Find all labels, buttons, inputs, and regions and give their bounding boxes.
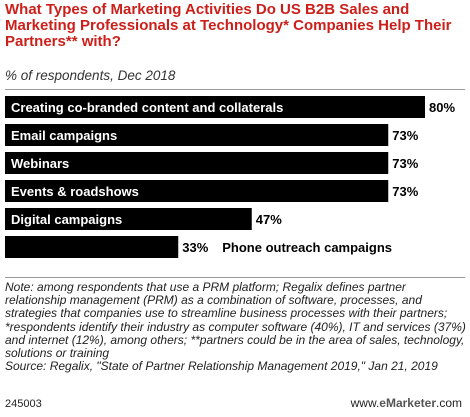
source-text: Source: Regalix, "State of Partner Relat… (5, 359, 438, 374)
bar-5 (5, 236, 179, 258)
note-text: Note: among respondents that use a PRM p… (5, 280, 466, 361)
bar-1 (5, 124, 389, 146)
brand-logo: www.eMarketer.com (351, 396, 462, 410)
value-label-1: 73% (392, 128, 418, 143)
category-label-2: Webinars (11, 156, 69, 171)
bar-3 (5, 180, 389, 202)
value-label-2: 73% (392, 156, 418, 171)
bottom-divider (5, 277, 465, 278)
value-label-0: 80% (429, 100, 455, 115)
category-label-3: Events & roadshows (11, 184, 139, 199)
value-label-4: 47% (256, 212, 282, 227)
chart-title: What Types of Marketing Activities Do US… (5, 1, 452, 50)
value-label-3: 73% (392, 184, 418, 199)
brand-suffix: .com (435, 396, 462, 410)
top-divider (5, 89, 465, 90)
category-label-4: Digital campaigns (11, 212, 122, 227)
chart-id: 245003 (5, 398, 42, 410)
brand-name: eMarketer (379, 396, 436, 410)
category-label-1: Email campaigns (11, 128, 117, 143)
brand-prefix: www. (350, 396, 380, 410)
value-label-5: 33% (182, 240, 208, 255)
category-label-0: Creating co-branded content and collater… (11, 100, 283, 115)
chart-note: Note: among respondents that use a PRM p… (5, 280, 467, 374)
bar-2 (5, 152, 389, 174)
bar-4 (5, 208, 252, 230)
bar-0 (5, 96, 425, 118)
category-label-5: Phone outreach campaigns (222, 240, 392, 255)
chart-subtitle: % of respondents, Dec 2018 (5, 68, 176, 83)
bar-chart: 80% Creating co-branded content and colla… (5, 96, 455, 258)
